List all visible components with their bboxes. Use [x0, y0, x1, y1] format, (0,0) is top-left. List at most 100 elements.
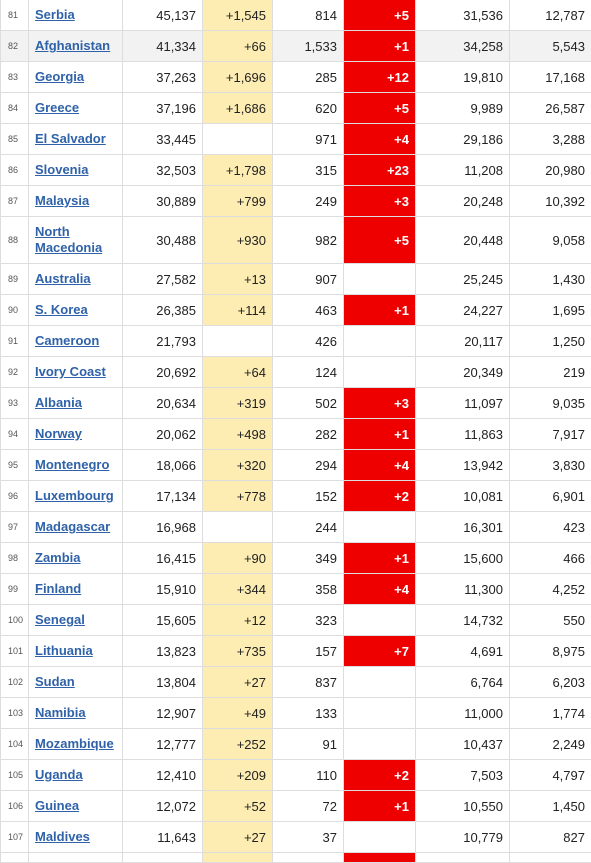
rank-cell: 91	[1, 326, 29, 357]
country-cell: Mozambique	[29, 729, 123, 760]
country-link[interactable]: Australia	[35, 271, 91, 286]
new-cases-cell: +209	[203, 760, 273, 791]
country-cell: Greece	[29, 93, 123, 124]
new-cases-cell: +114	[203, 295, 273, 326]
country-link[interactable]: Albania	[35, 395, 82, 410]
rank-cell: 88	[1, 217, 29, 264]
country-cell: Georgia	[29, 62, 123, 93]
total-deaths-cell: 971	[273, 124, 344, 155]
new-cases-cell: +1,696	[203, 62, 273, 93]
country-link[interactable]: Georgia	[35, 69, 84, 84]
country-link[interactable]: Guinea	[35, 798, 79, 813]
country-cell: Cameroon	[29, 326, 123, 357]
total-deaths-cell: 814	[273, 0, 344, 31]
total-recovered-cell: 11,300	[416, 574, 510, 605]
new-cases-cell	[203, 124, 273, 155]
total-cases-cell: 17,134	[123, 481, 203, 512]
active-cases-cell: 9,035	[510, 388, 591, 419]
country-cell: Sudan	[29, 667, 123, 698]
country-link[interactable]: Madagascar	[35, 519, 110, 534]
country-link[interactable]: Slovenia	[35, 162, 88, 177]
rank-cell: 105	[1, 760, 29, 791]
country-cell: Guinea	[29, 791, 123, 822]
total-recovered-cell: 11,000	[416, 698, 510, 729]
active-cases-cell: 219	[510, 357, 591, 388]
new-deaths-cell	[344, 822, 416, 853]
total-deaths-cell: 837	[273, 667, 344, 698]
total-recovered-cell: 7,503	[416, 760, 510, 791]
new-deaths-cell: +1	[344, 543, 416, 574]
country-cell: Namibia	[29, 698, 123, 729]
rank-cell: 81	[1, 0, 29, 31]
total-cases-cell: 15,605	[123, 605, 203, 636]
partial-cell	[510, 853, 591, 863]
new-cases-cell: +49	[203, 698, 273, 729]
country-link[interactable]: Luxembourg	[35, 488, 114, 503]
total-cases-cell: 20,062	[123, 419, 203, 450]
rank-cell: 85	[1, 124, 29, 155]
new-cases-cell: +319	[203, 388, 273, 419]
total-deaths-cell: 285	[273, 62, 344, 93]
total-deaths-cell: 463	[273, 295, 344, 326]
new-deaths-cell	[344, 512, 416, 543]
country-link[interactable]: Sudan	[35, 674, 75, 689]
rank-cell: 97	[1, 512, 29, 543]
total-cases-cell: 20,692	[123, 357, 203, 388]
total-deaths-cell: 358	[273, 574, 344, 605]
country-link[interactable]: Senegal	[35, 612, 85, 627]
country-cell: North Macedonia	[29, 217, 123, 264]
country-link[interactable]: Finland	[35, 581, 81, 596]
country-link[interactable]: Mozambique	[35, 736, 114, 751]
active-cases-cell: 20,980	[510, 155, 591, 186]
total-cases-cell: 32,503	[123, 155, 203, 186]
country-link[interactable]: Greece	[35, 100, 79, 115]
country-cell: Malaysia	[29, 186, 123, 217]
country-cell: Finland	[29, 574, 123, 605]
rank-cell: 94	[1, 419, 29, 450]
country-link[interactable]: Ivory Coast	[35, 364, 106, 379]
new-deaths-cell: +1	[344, 31, 416, 62]
country-link[interactable]: Norway	[35, 426, 82, 441]
country-link[interactable]: Montenegro	[35, 457, 109, 472]
country-link[interactable]: Uganda	[35, 767, 83, 782]
total-cases-cell: 12,072	[123, 791, 203, 822]
country-link[interactable]: Cameroon	[35, 333, 99, 348]
new-deaths-cell: +1	[344, 295, 416, 326]
active-cases-cell: 6,901	[510, 481, 591, 512]
total-deaths-cell: 249	[273, 186, 344, 217]
country-link[interactable]: Lithuania	[35, 643, 93, 658]
country-link[interactable]: Namibia	[35, 705, 86, 720]
active-cases-cell: 6,203	[510, 667, 591, 698]
country-link[interactable]: Zambia	[35, 550, 81, 565]
total-deaths-cell: 323	[273, 605, 344, 636]
table-row-partial	[1, 853, 591, 863]
rank-cell: 104	[1, 729, 29, 760]
total-deaths-cell: 426	[273, 326, 344, 357]
country-link[interactable]: North Macedonia	[35, 224, 102, 255]
total-recovered-cell: 9,989	[416, 93, 510, 124]
new-cases-cell: +1,798	[203, 155, 273, 186]
country-cell: Montenegro	[29, 450, 123, 481]
country-link[interactable]: Malaysia	[35, 193, 89, 208]
new-cases-cell: +1,686	[203, 93, 273, 124]
total-recovered-cell: 31,536	[416, 0, 510, 31]
country-link[interactable]: S. Korea	[35, 302, 88, 317]
country-link[interactable]: Serbia	[35, 7, 75, 22]
new-cases-cell: +320	[203, 450, 273, 481]
active-cases-cell: 17,168	[510, 62, 591, 93]
country-link[interactable]: El Salvador	[35, 131, 106, 146]
country-link[interactable]: Afghanistan	[35, 38, 110, 53]
country-link[interactable]: Maldives	[35, 829, 90, 844]
